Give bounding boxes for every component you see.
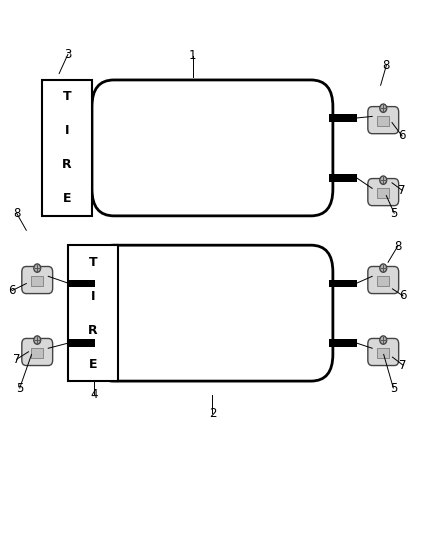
- Circle shape: [380, 336, 387, 344]
- Bar: [42, 80, 92, 216]
- Circle shape: [34, 336, 41, 344]
- Text: 6: 6: [399, 289, 407, 302]
- Bar: [377, 348, 389, 358]
- FancyBboxPatch shape: [368, 266, 399, 294]
- FancyBboxPatch shape: [22, 266, 53, 294]
- Text: 8: 8: [13, 207, 20, 220]
- Text: 6: 6: [398, 130, 406, 142]
- Bar: [31, 348, 43, 358]
- Text: 7: 7: [13, 353, 21, 366]
- Text: E: E: [89, 358, 97, 370]
- Bar: [329, 279, 357, 287]
- Circle shape: [380, 176, 387, 184]
- Text: 8: 8: [394, 240, 401, 253]
- Text: 5: 5: [16, 382, 23, 394]
- Text: R: R: [88, 324, 98, 337]
- Text: 8: 8: [383, 59, 390, 72]
- Text: 5: 5: [390, 382, 397, 394]
- Text: 7: 7: [399, 359, 407, 372]
- Text: 7: 7: [398, 184, 406, 197]
- Bar: [31, 276, 43, 286]
- Text: E: E: [63, 192, 71, 205]
- Bar: [377, 116, 389, 126]
- Bar: [377, 188, 389, 198]
- FancyBboxPatch shape: [92, 80, 333, 216]
- Bar: [377, 276, 389, 286]
- Bar: [329, 340, 357, 347]
- Bar: [68, 340, 95, 347]
- Text: I: I: [64, 124, 69, 138]
- Circle shape: [380, 104, 387, 112]
- FancyBboxPatch shape: [92, 245, 333, 381]
- Text: 5: 5: [391, 207, 398, 220]
- Bar: [68, 245, 118, 381]
- Circle shape: [34, 264, 41, 272]
- Text: 2: 2: [208, 407, 216, 419]
- Text: T: T: [89, 256, 97, 269]
- Text: 4: 4: [90, 388, 98, 401]
- FancyBboxPatch shape: [368, 107, 399, 134]
- Circle shape: [380, 264, 387, 272]
- FancyBboxPatch shape: [368, 179, 399, 206]
- FancyBboxPatch shape: [22, 338, 53, 366]
- Bar: [68, 279, 95, 287]
- Text: 3: 3: [64, 48, 71, 61]
- Text: 6: 6: [8, 284, 16, 297]
- Bar: [329, 114, 357, 122]
- Text: I: I: [91, 289, 95, 303]
- Text: T: T: [63, 91, 71, 103]
- FancyBboxPatch shape: [368, 338, 399, 366]
- Bar: [329, 174, 357, 182]
- Text: R: R: [62, 158, 71, 172]
- Text: 1: 1: [189, 50, 197, 62]
